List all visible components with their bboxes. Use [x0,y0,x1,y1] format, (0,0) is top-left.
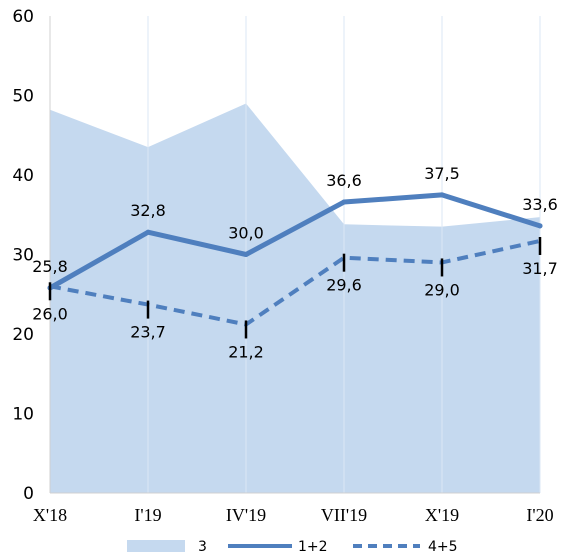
legend-label-1-2: 1+2 [298,539,328,554]
data-label-4-5: 26,0 [32,304,68,323]
data-label-4-5: 29,0 [424,280,460,299]
y-tick-label: 40 [12,166,34,186]
data-label-1-2: 36,6 [326,171,362,190]
data-label-1-2: 25,8 [32,257,68,276]
data-label-1-2: 37,5 [424,164,460,183]
data-label-4-5: 21,2 [228,342,264,361]
x-tick-label: IV'19 [226,505,266,525]
y-tick-label: 0 [23,484,34,504]
legend-label-3: 3 [198,539,207,554]
data-label-4-5: 23,7 [130,323,166,342]
y-tick-label: 10 [12,405,34,425]
data-label-1-2: 30,0 [228,224,264,243]
data-label-4-5: 29,6 [326,276,362,295]
data-label-1-2: 32,8 [130,201,166,220]
data-point-1-2 [243,252,249,257]
data-point-1-2 [537,223,543,229]
legend-swatch-3 [127,540,185,552]
data-label-1-2: 33,6 [522,195,558,214]
y-tick-label: 30 [12,246,34,266]
y-tick-label: 60 [12,7,34,27]
series-area-3 [50,103,540,493]
x-tick-label: I'19 [134,505,161,525]
x-tick-label: VII'19 [321,505,367,525]
data-point-1-2 [341,199,347,205]
data-point-1-2 [145,229,151,235]
x-tick-label: X'18 [33,505,67,525]
legend-label-4-5: 4+5 [428,539,458,554]
y-tick-label: 50 [12,87,34,107]
x-tick-label: I'20 [526,505,553,525]
data-label-4-5: 31,7 [522,259,558,278]
data-point-1-2 [439,192,445,198]
y-tick-label: 20 [12,325,34,345]
x-tick-label: X'19 [425,505,459,525]
series-line-1-2 [47,192,543,291]
series-line-4-5 [49,239,541,327]
